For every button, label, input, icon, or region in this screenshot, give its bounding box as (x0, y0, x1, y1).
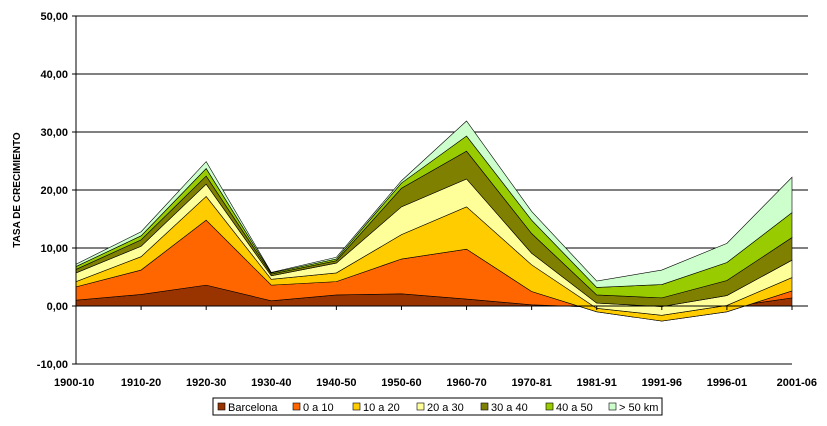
x-tick-label: 1940-50 (316, 377, 356, 389)
x-tick-label: 1930-40 (251, 377, 291, 389)
y-tick-label: -10,00 (37, 359, 68, 371)
legend-label: 30 a 40 (491, 402, 528, 414)
y-tick-label: 20,00 (40, 185, 68, 197)
legend-swatch (416, 402, 425, 411)
x-tick-label: 1991-96 (642, 377, 682, 389)
legend-box (212, 397, 663, 416)
x-tick-label: 1981-91 (577, 377, 617, 389)
x-tick-label: 1900-10 (54, 377, 94, 389)
y-tick-label: 0,00 (47, 301, 68, 313)
x-tick-label: 2001-06 (777, 377, 817, 389)
legend-swatch (608, 402, 617, 411)
x-tick-labels: 1900-10 1910-20 1920-30 1930-40 1940-50 1950-… (54, 377, 817, 389)
x-tick-label: 1970-81 (511, 377, 551, 389)
y-tick-label: 50,00 (40, 11, 68, 23)
y-tick-label: 10,00 (40, 243, 68, 255)
legend-label: 20 a 30 (427, 402, 464, 414)
legend-label: 40 a 50 (556, 402, 593, 414)
legend-label: > 50 km (619, 402, 658, 414)
legend-label: 0 a 10 (303, 402, 334, 414)
y-tick-label: 40,00 (40, 69, 68, 81)
x-tick-label: 1920-30 (186, 377, 226, 389)
legend-swatch (480, 402, 489, 411)
y-axis-label: TASA DE CRECIMIENTO (12, 132, 23, 248)
x-tick-label: 1950-60 (381, 377, 421, 389)
legend-swatch (545, 402, 554, 411)
legend: Barcelona 0 a 10 10 a 20 20 a 30 30 a 40 40 a… (212, 397, 663, 416)
y-tick-label: 30,00 (40, 127, 68, 139)
legend-swatch (352, 402, 361, 411)
y-tick-labels: -10,00 0,00 10,00 20,00 30,00 40,00 50,00 (37, 11, 68, 371)
x-tick-label: 1960-70 (446, 377, 486, 389)
axes (72, 15, 808, 365)
area-series (75, 120, 793, 322)
legend-swatch (292, 402, 301, 411)
legend-swatch (217, 402, 226, 411)
x-tick-label: 1910-20 (121, 377, 161, 389)
x-tick-label: 1996-01 (707, 377, 747, 389)
legend-label: Barcelona (228, 402, 278, 414)
area--50-km (75, 120, 793, 288)
legend-label: 10 a 20 (363, 402, 400, 414)
